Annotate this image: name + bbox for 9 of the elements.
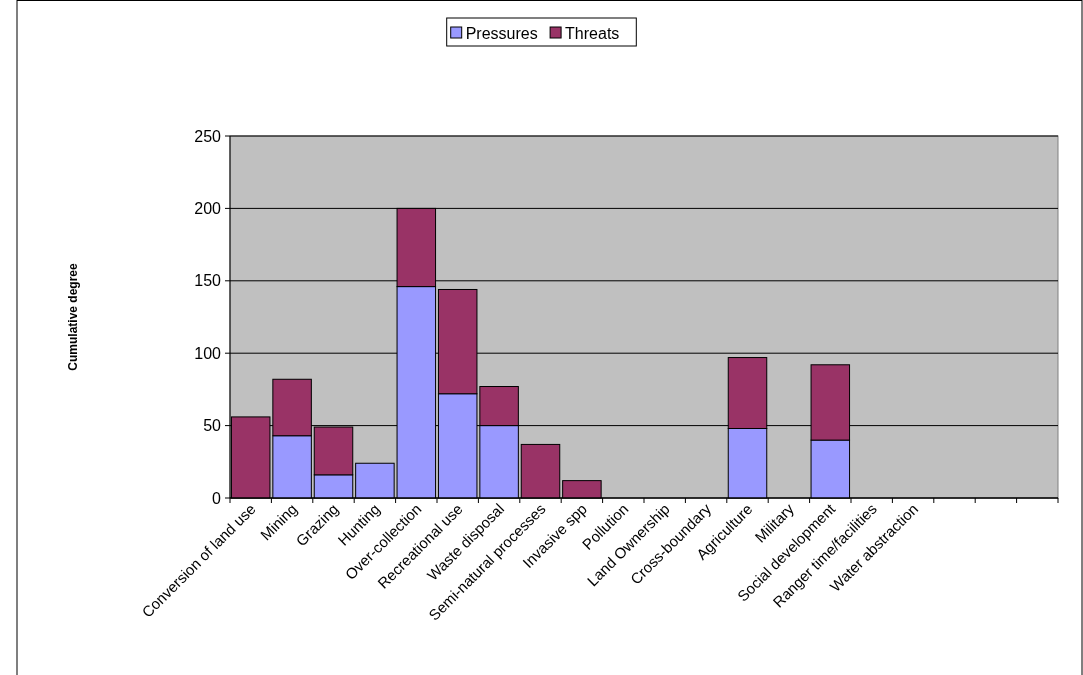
y-tick-label: 100 <box>194 344 222 362</box>
y-tick-label: 200 <box>194 200 222 217</box>
legend-label: Pressures <box>465 24 538 42</box>
y-tick-label: 0 <box>212 489 222 507</box>
y-axis-title: Cumulative degree <box>66 262 80 371</box>
y-tick-label: 250 <box>194 127 222 145</box>
y-tick-label: 50 <box>203 417 222 435</box>
y-tick-label: 150 <box>194 272 222 290</box>
legend-label: Threats <box>565 24 620 42</box>
